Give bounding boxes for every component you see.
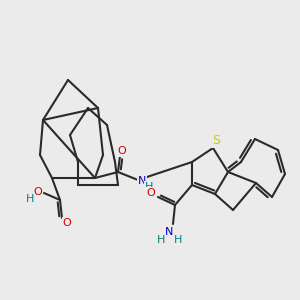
Text: O: O — [147, 188, 155, 198]
Text: H: H — [157, 235, 165, 245]
Text: O: O — [63, 218, 71, 228]
Text: S: S — [212, 134, 220, 148]
Text: O: O — [118, 146, 126, 156]
Text: N: N — [165, 227, 173, 237]
Text: H: H — [26, 194, 34, 204]
Text: H: H — [174, 235, 182, 245]
Text: H: H — [145, 182, 153, 192]
Text: N: N — [138, 176, 146, 186]
Text: O: O — [34, 187, 42, 197]
